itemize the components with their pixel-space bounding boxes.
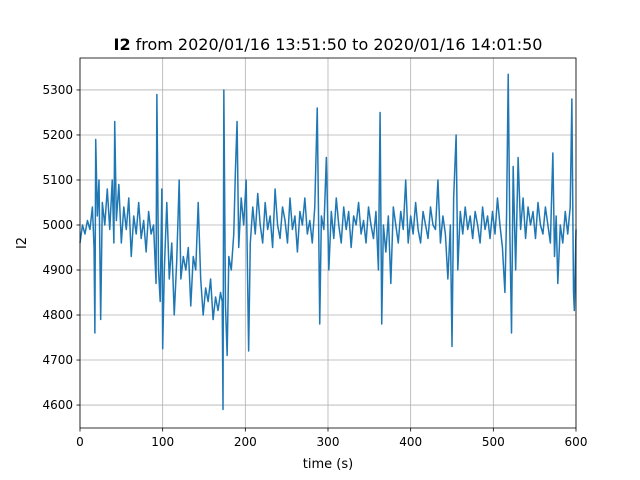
data-line	[79, 73, 577, 411]
y-tick-label: 5000	[42, 218, 73, 232]
y-tick-label: 4800	[42, 308, 73, 322]
title-range: from 2020/01/16 13:51:50 to 2020/01/16 1…	[136, 35, 543, 54]
y-tick-label: 4900	[42, 263, 73, 277]
y-tick-label: 4700	[42, 353, 73, 367]
x-tick-label: 500	[482, 435, 505, 449]
y-axis-label: I2	[15, 237, 30, 249]
y-tick-label: 4600	[42, 398, 73, 412]
x-tick-label: 600	[565, 435, 588, 449]
y-tick-label: 5200	[42, 128, 73, 142]
title-variable: I2	[114, 35, 131, 54]
x-tick-label: 200	[234, 435, 257, 449]
x-tick-label: 0	[76, 435, 84, 449]
x-axis-label: time (s)	[303, 457, 353, 472]
x-tick-label: 400	[399, 435, 422, 449]
x-tick-label: 100	[151, 435, 174, 449]
y-tick-label: 5300	[42, 83, 73, 97]
x-tick-label: 300	[317, 435, 340, 449]
chart-title: I2 from 2020/01/16 13:51:50 to 2020/01/16…	[114, 35, 543, 54]
plot-frame	[79, 57, 577, 429]
y-tick-label: 5100	[42, 173, 73, 187]
